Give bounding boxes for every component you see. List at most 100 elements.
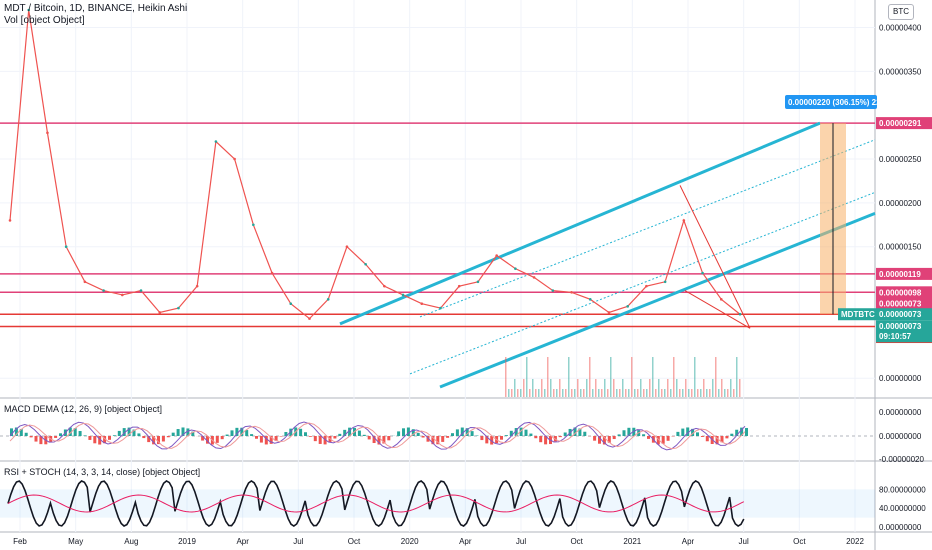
macd-line[interactable]: [9, 421, 746, 451]
time-axis-label: 2020: [401, 537, 419, 546]
price-data-point[interactable]: [158, 311, 162, 314]
time-axis[interactable]: Feb May Aug 2019 Apr Jul Oct 2020 Apr Jul Oct 2021 A…: [13, 537, 864, 546]
macd-histogram-bar: [274, 436, 278, 441]
volume-bar: [508, 389, 510, 397]
price-tag-label: 0.00000119: [879, 270, 921, 279]
price-data-point[interactable]: [83, 280, 87, 284]
price-data-point[interactable]: [570, 291, 573, 294]
macd-histogram-bar: [607, 436, 611, 443]
price-data-point[interactable]: [457, 284, 461, 288]
measure-tag[interactable]: [785, 95, 877, 109]
main-price-pane[interactable]: [0, 8, 876, 397]
price-data-point[interactable]: [270, 271, 274, 275]
volume-bar: [580, 389, 582, 397]
volume-bar: [697, 389, 699, 397]
price-data-point[interactable]: [139, 289, 143, 292]
macd-histogram-bar: [103, 436, 107, 444]
price-data-point[interactable]: [588, 298, 592, 301]
price-data-point[interactable]: [682, 219, 686, 222]
price-data-point[interactable]: [46, 131, 49, 135]
price-data-point[interactable]: [420, 302, 424, 306]
price-tag[interactable]: [876, 117, 932, 130]
price-data-point[interactable]: [514, 267, 517, 270]
time-axis-label: Oct: [348, 537, 361, 546]
volume-bar: [529, 389, 531, 397]
stoch-line[interactable]: [7, 479, 745, 528]
price-data-point[interactable]: [383, 284, 386, 288]
volume-bar: [562, 389, 564, 397]
wedge-line[interactable]: [684, 290, 751, 329]
macd-histogram-bar: [245, 430, 249, 436]
macd-histogram-bar: [578, 428, 582, 436]
price-series-line[interactable]: [9, 9, 741, 320]
price-data-point[interactable]: [607, 311, 611, 314]
macd-histogram-bar: [558, 436, 562, 438]
macd-signal-line[interactable]: [9, 422, 746, 450]
volume-bar: [625, 389, 627, 397]
price-data-point[interactable]: [27, 8, 31, 12]
macd-histogram-bar: [470, 431, 474, 436]
price-data-point[interactable]: [401, 293, 405, 297]
macd-histogram-bar: [715, 436, 719, 445]
price-data-point[interactable]: [738, 312, 742, 316]
price-data-point[interactable]: [233, 157, 236, 161]
price-data-point[interactable]: [121, 293, 124, 297]
rsi-legend: RSI + STOCH (14, 3, 3, 14, close) [objec…: [4, 467, 201, 477]
price-data-point[interactable]: [532, 276, 536, 279]
macd-histogram-bar: [14, 427, 18, 436]
price-data-point[interactable]: [214, 140, 218, 143]
channel-upper-line[interactable]: [339, 121, 821, 326]
channel-mid-line[interactable]: [419, 139, 876, 318]
macd-pane[interactable]: [0, 421, 875, 451]
ticker-symbol-tag[interactable]: [838, 308, 876, 321]
volume-bar: [727, 389, 729, 397]
wedge-line[interactable]: [679, 185, 751, 329]
price-data-point[interactable]: [663, 280, 667, 284]
channel-lower-line[interactable]: [439, 212, 876, 389]
ticker-price-tag[interactable]: [876, 320, 932, 343]
time-axis-label: 2021: [623, 537, 641, 546]
price-tag[interactable]: [876, 308, 932, 321]
rsi-line[interactable]: [7, 494, 745, 513]
price-data-point[interactable]: [64, 245, 68, 249]
price-data-point[interactable]: [289, 302, 293, 306]
volume-bar: [592, 389, 594, 397]
price-data-point[interactable]: [102, 289, 105, 292]
macd-histogram-bar: [83, 435, 87, 436]
currency-button[interactable]: BTC: [888, 4, 914, 20]
price-data-point[interactable]: [701, 271, 704, 275]
price-data-point[interactable]: [195, 284, 199, 288]
price-data-point[interactable]: [308, 317, 311, 320]
macd-histogram-bar: [598, 436, 601, 444]
price-axis[interactable]: 0.00000400 0.00000350 0.00000250 0.00000200…: [785, 24, 932, 532]
price-data-point[interactable]: [645, 284, 648, 288]
price-data-point[interactable]: [495, 254, 498, 257]
price-data-point[interactable]: [551, 289, 555, 292]
price-data-point[interactable]: [626, 305, 629, 308]
volume-bar: [589, 357, 591, 397]
volume-bar: [664, 389, 666, 397]
price-data-point[interactable]: [364, 262, 367, 266]
price-tag[interactable]: [876, 297, 932, 310]
macd-histogram-bar: [696, 432, 699, 436]
price-data-point[interactable]: [439, 306, 442, 310]
price-tag[interactable]: [876, 267, 932, 280]
price-data-point[interactable]: [719, 298, 723, 301]
time-axis-label: Oct: [570, 537, 583, 546]
price-data-point[interactable]: [177, 306, 180, 310]
macd-histogram-bar: [152, 436, 156, 445]
price-data-point[interactable]: [252, 223, 255, 227]
price-tag[interactable]: [876, 286, 932, 299]
rsi-pane[interactable]: [0, 479, 875, 528]
volume-bar: [595, 379, 597, 397]
volume-bar: [535, 389, 537, 397]
macd-histogram-bar: [220, 436, 224, 440]
volume-bar: [649, 379, 651, 397]
price-data-point[interactable]: [345, 245, 349, 249]
macd-histogram-bar: [745, 427, 748, 436]
channel-mid-line[interactable]: [409, 191, 876, 375]
price-data-point[interactable]: [476, 280, 480, 284]
price-data-point[interactable]: [8, 219, 12, 222]
price-data-point[interactable]: [326, 298, 330, 301]
